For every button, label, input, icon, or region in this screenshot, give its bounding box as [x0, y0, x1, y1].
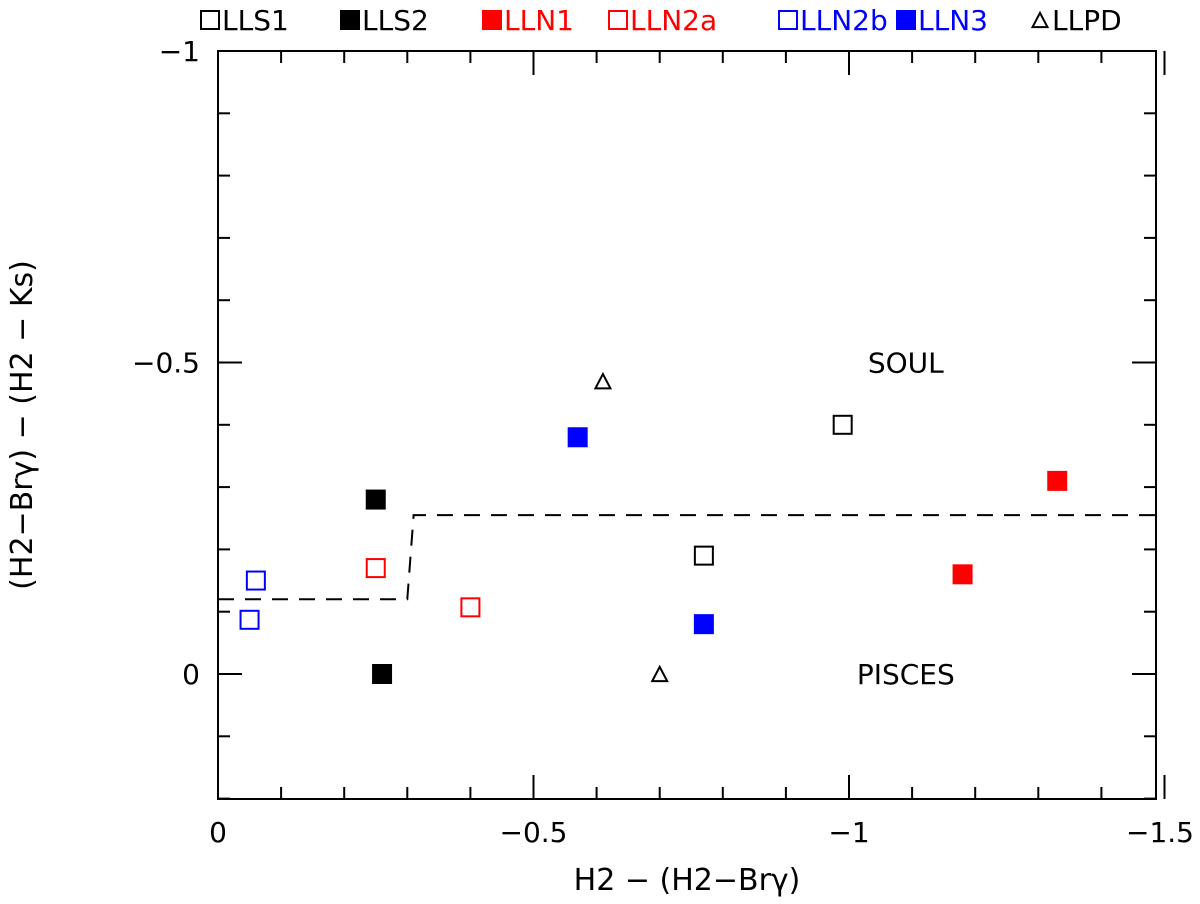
y-axis-title: (H2−Brγ) − (H2 − Ks): [5, 260, 40, 590]
legend-item-lln2a: LLN2a: [608, 4, 717, 37]
y-tick-label: −1: [159, 35, 200, 68]
legend-label: LLN3: [918, 4, 988, 37]
legend-marker: [1030, 10, 1050, 29]
legend-item-lln2b: LLN2b: [778, 4, 888, 37]
legend-label: LLPD: [1052, 4, 1122, 37]
point-lln2a: [365, 558, 386, 579]
legend-marker: [200, 10, 220, 30]
x-axis-title: H2 − (H2−Brγ): [574, 863, 801, 898]
annotation-pisces: PISCES: [857, 658, 955, 691]
legend-label: LLN2a: [630, 4, 717, 37]
y-tick-label: 0: [182, 658, 200, 691]
legend-label: LLS2: [362, 4, 429, 37]
legend-marker: [340, 10, 360, 30]
legend-item-llpd: LLPD: [1030, 4, 1122, 37]
legend-label: LLN1: [504, 4, 574, 37]
point-lln2b: [239, 609, 260, 630]
legend-item-lls2: LLS2: [340, 4, 429, 37]
point-lls2: [372, 664, 393, 684]
point-lln2a: [460, 597, 481, 618]
legend-marker: [608, 10, 628, 30]
legend-item-lln1: LLN1: [482, 4, 574, 37]
point-lln3: [693, 614, 714, 635]
legend: LLS1 LLS2 LLN1 LLN2a LLN2b LLN3 LLPD: [200, 4, 1122, 37]
legend-label: LLS1: [222, 4, 289, 37]
legend-marker: [778, 10, 798, 30]
x-tick-label: 0: [209, 816, 227, 849]
legend-item-lln3: LLN3: [896, 4, 988, 37]
y-tick-label: −0.5: [132, 347, 200, 380]
point-lln1: [952, 564, 973, 585]
point-llpd: [650, 664, 669, 683]
region-annotations: SOUL PISCES: [857, 347, 955, 692]
point-lln2b: [245, 570, 266, 591]
legend-marker: [896, 10, 916, 30]
legend-marker: [482, 10, 502, 30]
x-tick-label: −1.5: [1126, 816, 1194, 849]
plot-frame: [217, 50, 1157, 800]
point-lls1: [693, 545, 714, 566]
axis-tick-labels: 0 −0.5 −1 −1.5 0 −0.5 −1: [132, 35, 1194, 849]
point-llpd: [593, 371, 613, 390]
legend-item-lls1: LLS1: [200, 4, 289, 37]
legend-label: LLN2b: [800, 4, 888, 37]
annotation-soul: SOUL: [868, 347, 944, 380]
point-lln3: [567, 427, 588, 448]
data-points: [239, 371, 1068, 684]
axis-ticks: [217, 50, 1166, 800]
x-tick-label: −1: [828, 816, 869, 849]
point-lls2: [365, 489, 386, 510]
point-lls1: [832, 414, 853, 435]
x-tick-label: −0.5: [500, 816, 568, 849]
dashed-boundary-line: [218, 514, 1165, 601]
point-lln1: [1047, 470, 1068, 491]
